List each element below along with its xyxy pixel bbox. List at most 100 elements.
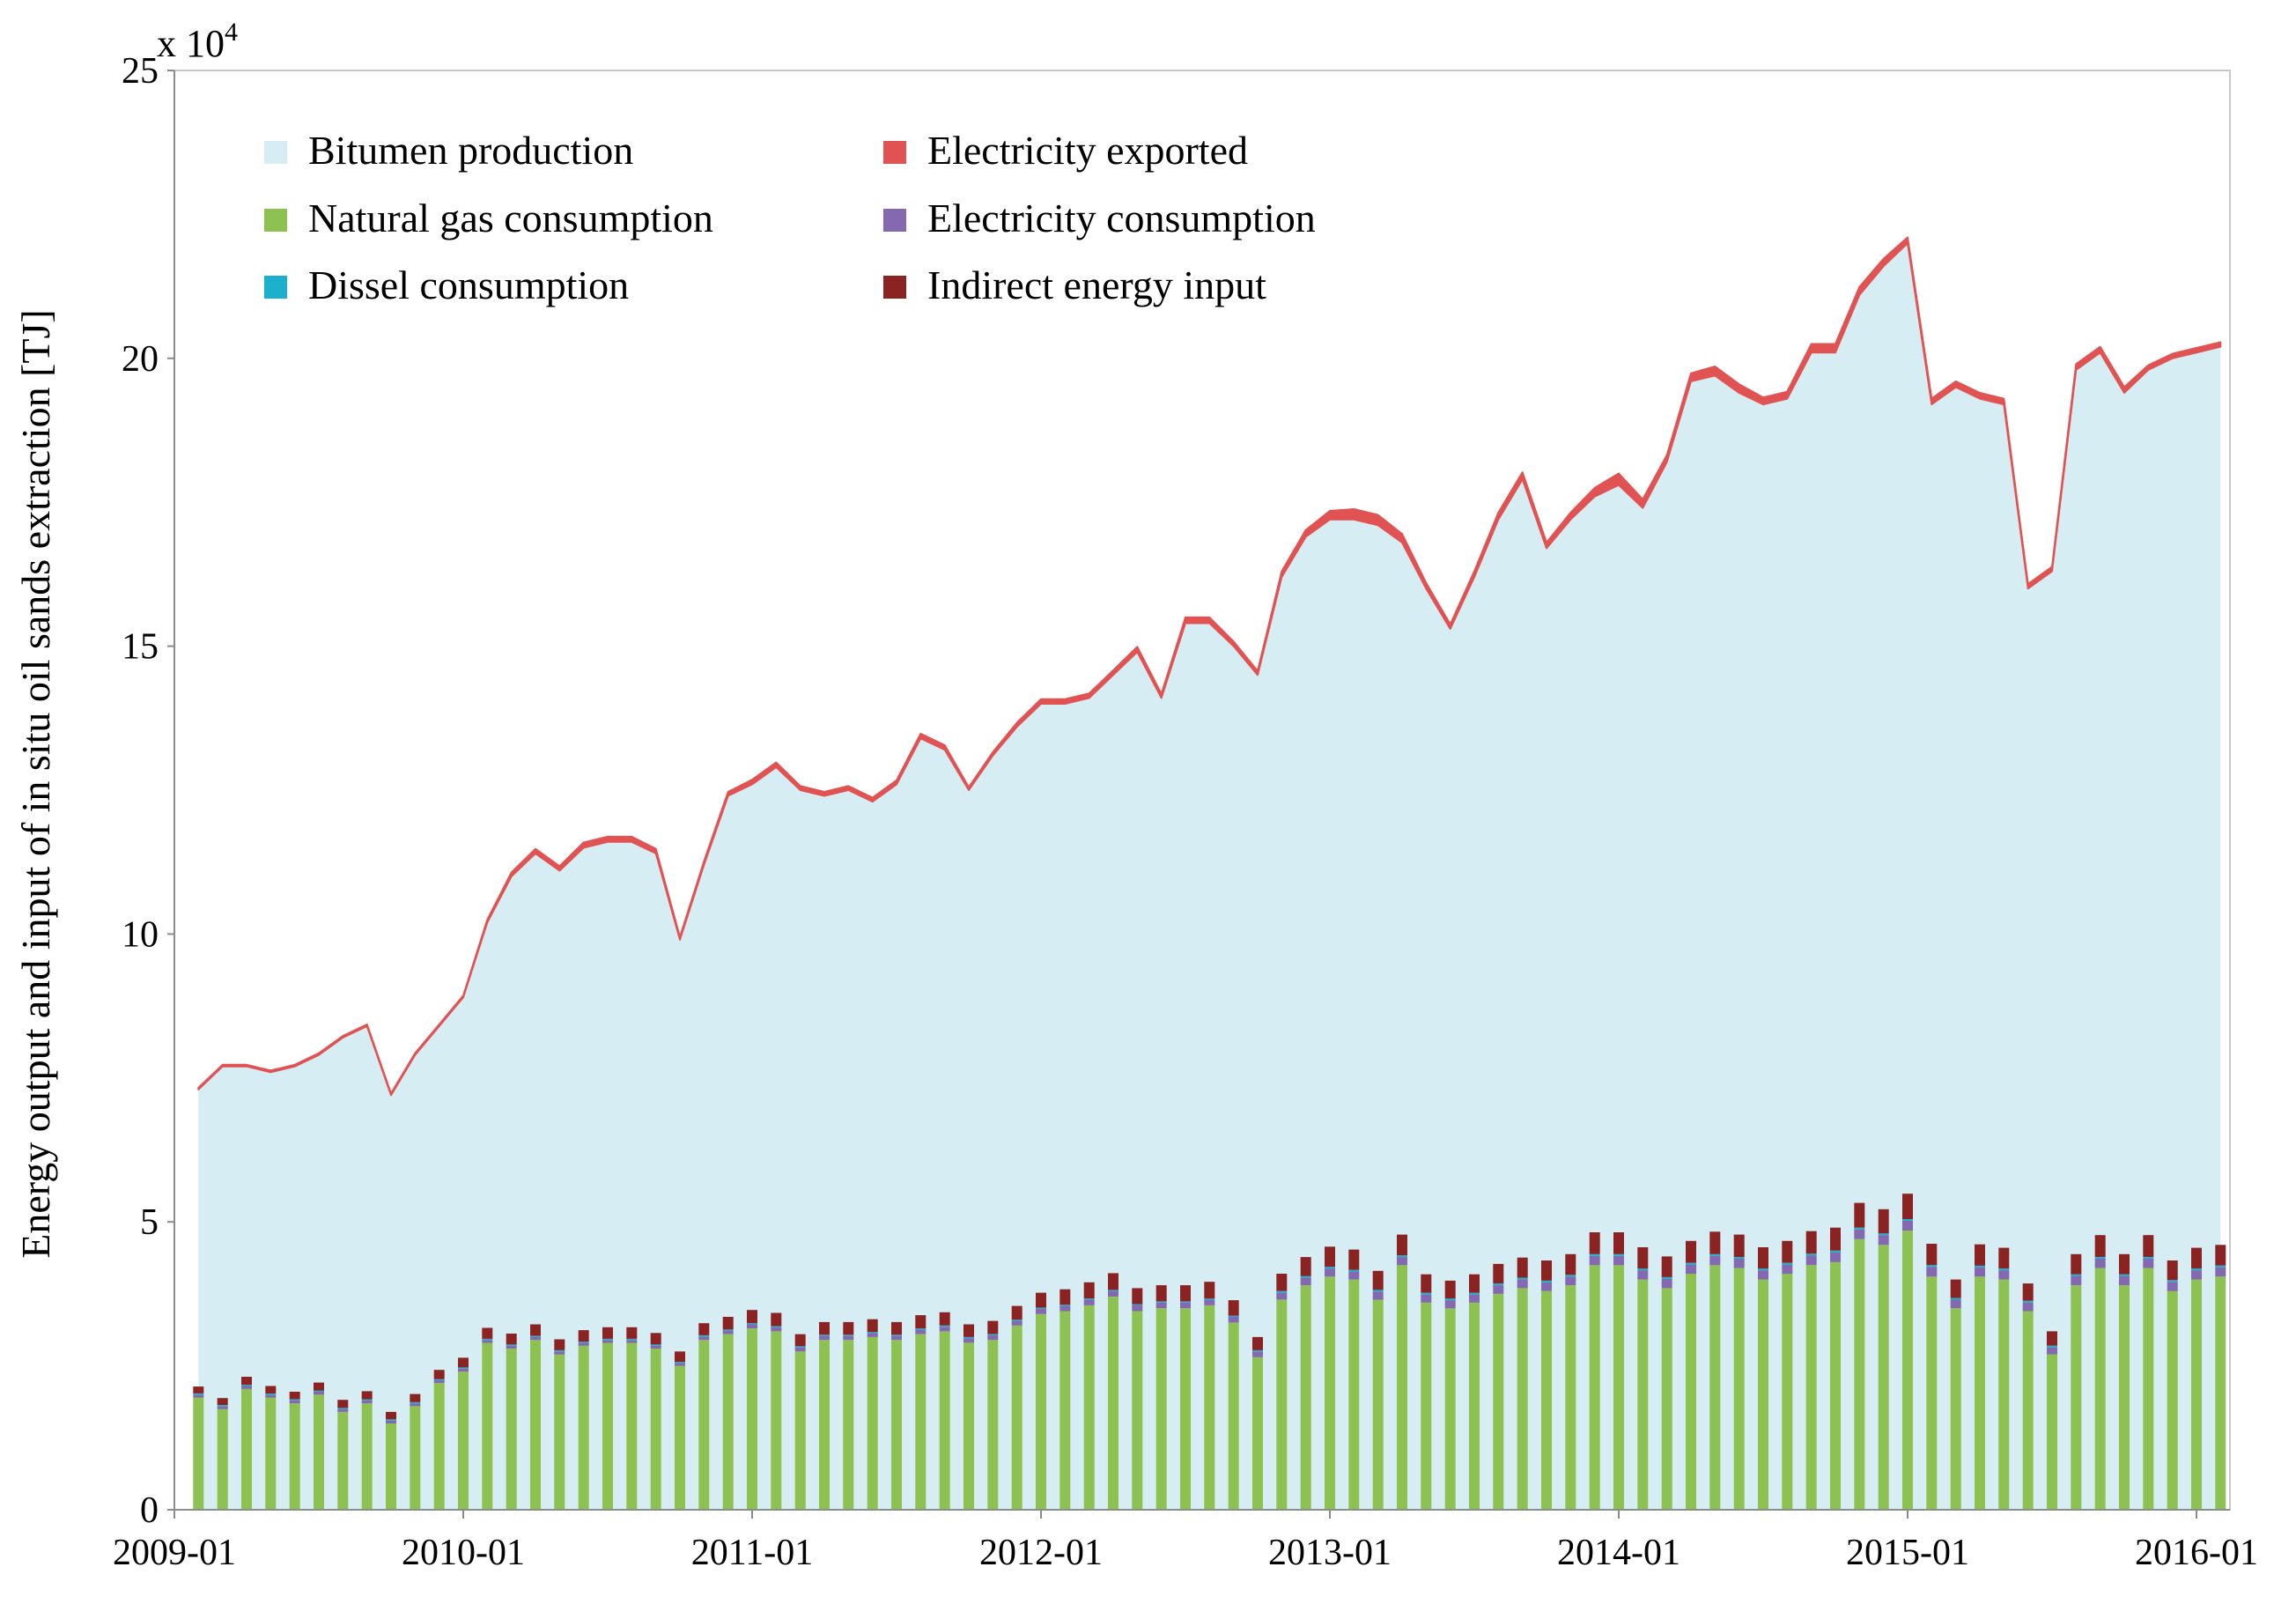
dissel-consumption-bar: [506, 1344, 517, 1346]
electricity-consumption-bar: [1733, 1259, 1745, 1268]
dissel-consumption-bar: [1252, 1350, 1263, 1352]
indirect-energy-input-bar: [458, 1357, 469, 1368]
dissel-consumption-bar: [698, 1335, 710, 1337]
dissel-consumption-bar: [1372, 1290, 1384, 1292]
indirect-energy-input-bar: [1252, 1336, 1263, 1350]
electricity-consumption-bar: [2047, 1347, 2057, 1355]
natural-gas-consumption-bar: [771, 1331, 782, 1510]
indirect-energy-input-bar: [1758, 1247, 1768, 1269]
legend: Bitumen production Electricity exported Na…: [264, 128, 1316, 307]
y-multiplier-base: x 10: [157, 22, 225, 65]
natural-gas-consumption-bar: [1805, 1265, 1817, 1510]
natural-gas-consumption-bar: [1325, 1276, 1335, 1510]
dissel-consumption-bar: [1300, 1275, 1311, 1278]
natural-gas-consumption-bar: [1758, 1279, 1768, 1510]
dissel-consumption-bar: [722, 1329, 734, 1331]
indirect-energy-input-bar: [1132, 1288, 1143, 1305]
natural-gas-consumption-bar: [361, 1403, 373, 1510]
dissel-consumption-bar: [1975, 1265, 1985, 1268]
dissel-consumption-bar: [2215, 1265, 2226, 1268]
dissel-consumption-bar: [1011, 1319, 1022, 1321]
indirect-energy-input-bar: [386, 1411, 396, 1420]
natural-gas-consumption-bar: [2215, 1276, 2226, 1510]
natural-gas-consumption-bar: [963, 1342, 974, 1510]
dissel-consumption-bar: [2022, 1300, 2034, 1303]
electricity-consumption-bar: [458, 1368, 469, 1372]
indirect-energy-input-bar: [698, 1323, 710, 1335]
dissel-consumption-bar: [891, 1334, 902, 1336]
natural-gas-consumption-bar: [1180, 1308, 1191, 1510]
natural-gas-consumption-bar: [698, 1340, 710, 1510]
dissel-consumption-bar: [1325, 1267, 1335, 1269]
electricity-consumption-bar: [987, 1335, 999, 1341]
x-tick-label: 2013-01: [1268, 1533, 1392, 1573]
indirect-energy-input-bar: [2143, 1235, 2154, 1257]
natural-gas-consumption-bar: [1059, 1311, 1071, 1510]
indirect-energy-input-bar: [819, 1321, 830, 1335]
legend-swatch: [264, 209, 287, 232]
electricity-consumption-bar: [1444, 1300, 1456, 1309]
indirect-energy-input-bar: [1830, 1227, 1841, 1251]
y-tick-label: 5: [140, 1202, 159, 1243]
natural-gas-consumption-bar: [433, 1383, 445, 1510]
electricity-consumption-bar: [602, 1340, 613, 1343]
electricity-consumption-bar: [1613, 1255, 1624, 1266]
legend-label: Bitumen production: [308, 128, 633, 173]
natural-gas-consumption-bar: [1975, 1276, 1985, 1510]
indirect-energy-input-bar: [1926, 1244, 1938, 1266]
electricity-consumption-bar: [2191, 1270, 2202, 1280]
indirect-energy-input-bar: [1325, 1246, 1335, 1268]
natural-gas-consumption-bar: [1926, 1276, 1938, 1510]
natural-gas-consumption-bar: [867, 1336, 878, 1510]
natural-gas-consumption-bar: [1902, 1231, 1913, 1510]
indirect-energy-input-bar: [1036, 1292, 1046, 1308]
dissel-consumption-bar: [1878, 1233, 1889, 1236]
dissel-consumption-bar: [2191, 1268, 2202, 1271]
dissel-consumption-bar: [987, 1334, 999, 1335]
electricity-consumption-bar: [1180, 1302, 1191, 1309]
dissel-consumption-bar: [1155, 1301, 1167, 1303]
indirect-energy-input-bar: [1637, 1247, 1649, 1269]
indirect-energy-input-bar: [554, 1339, 565, 1350]
natural-gas-consumption-bar: [1541, 1290, 1552, 1510]
indirect-energy-input-bar: [265, 1386, 277, 1393]
dissel-consumption-bar: [1733, 1257, 1745, 1260]
dissel-consumption-bar: [1276, 1290, 1288, 1293]
electricity-consumption-bar: [1709, 1255, 1721, 1266]
natural-gas-consumption-bar: [2191, 1279, 2202, 1510]
electricity-consumption-bar: [1878, 1235, 1889, 1246]
dissel-consumption-bar: [1686, 1262, 1696, 1265]
electricity-consumption-bar: [530, 1336, 541, 1341]
electricity-consumption-bar: [1252, 1351, 1263, 1357]
area-layer: [197, 236, 2222, 1511]
dissel-consumption-bar: [530, 1335, 541, 1337]
dissel-consumption-bar: [1228, 1315, 1239, 1317]
x-tick-label: 2010-01: [402, 1533, 525, 1573]
dissel-consumption-bar: [265, 1393, 277, 1395]
indirect-energy-input-bar: [1180, 1285, 1191, 1302]
electricity-consumption-bar: [1132, 1305, 1143, 1312]
indirect-energy-input-bar: [2071, 1253, 2082, 1275]
dissel-consumption-bar: [1830, 1250, 1841, 1253]
natural-gas-consumption-bar: [1469, 1302, 1480, 1510]
electricity-consumption-bar: [1325, 1268, 1335, 1277]
natural-gas-consumption-bar: [1348, 1279, 1360, 1510]
natural-gas-consumption-bar: [2167, 1290, 2178, 1510]
indirect-energy-input-bar: [1661, 1256, 1672, 1277]
indirect-energy-input-bar: [1444, 1280, 1456, 1299]
indirect-energy-input-bar: [1902, 1194, 1913, 1219]
dissel-consumption-bar: [1661, 1276, 1672, 1279]
x-tick-label: 2012-01: [979, 1533, 1103, 1573]
natural-gas-consumption-bar: [1709, 1265, 1721, 1510]
natural-gas-consumption-bar: [337, 1411, 349, 1510]
dissel-consumption-bar: [1204, 1298, 1215, 1300]
dissel-consumption-bar: [915, 1328, 927, 1330]
y-multiplier-exponent: 4: [225, 18, 238, 47]
legend-swatch: [264, 141, 287, 164]
electricity-consumption-bar: [1108, 1290, 1118, 1297]
legend-label: Natural gas consumption: [308, 196, 713, 240]
electricity-consumption-bar: [2167, 1282, 2178, 1291]
dissel-consumption-bar: [1998, 1268, 2010, 1271]
electricity-consumption-bar: [1397, 1257, 1407, 1266]
dissel-consumption-bar: [747, 1323, 757, 1325]
